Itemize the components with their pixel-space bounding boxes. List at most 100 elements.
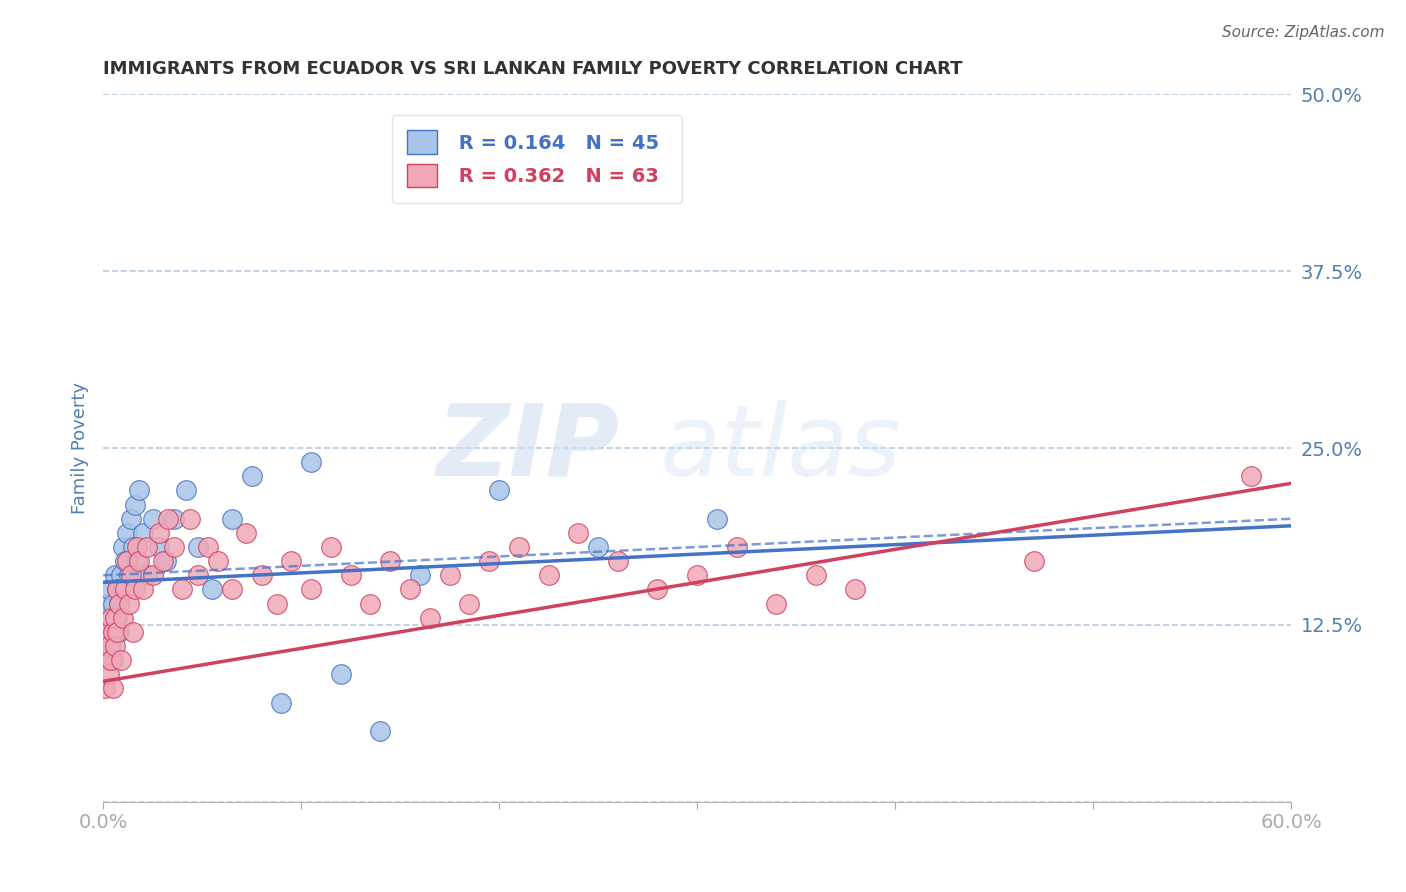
Point: [419, 611, 441, 625]
Point: [132, 582, 155, 597]
Point: [110, 653, 132, 667]
Point: [606, 554, 628, 568]
Point: [155, 554, 177, 568]
Point: [508, 540, 530, 554]
Point: [101, 597, 124, 611]
Point: [98, 639, 121, 653]
Point: [157, 512, 180, 526]
Point: [101, 653, 124, 667]
Point: [319, 540, 342, 554]
Point: [478, 554, 501, 568]
Point: [114, 582, 136, 597]
Point: [118, 568, 141, 582]
Point: [105, 624, 128, 639]
Point: [250, 568, 273, 582]
Point: [96, 653, 118, 667]
Point: [266, 597, 288, 611]
Point: [488, 483, 510, 498]
Point: [270, 696, 292, 710]
Point: [105, 582, 128, 597]
Point: [458, 597, 481, 611]
Point: [804, 568, 827, 582]
Point: [299, 582, 322, 597]
Point: [98, 667, 121, 681]
Point: [100, 639, 122, 653]
Point: [94, 611, 117, 625]
Point: [100, 653, 122, 667]
Point: [132, 525, 155, 540]
Point: [96, 624, 118, 639]
Point: [142, 512, 165, 526]
Point: [725, 540, 748, 554]
Point: [125, 554, 148, 568]
Point: [706, 512, 728, 526]
Point: [111, 582, 134, 597]
Point: [142, 568, 165, 582]
Point: [96, 653, 118, 667]
Point: [359, 597, 381, 611]
Point: [104, 611, 127, 625]
Point: [152, 554, 174, 568]
Point: [124, 582, 146, 597]
Text: IMMIGRANTS FROM ECUADOR VS SRI LANKAN FAMILY POVERTY CORRELATION CHART: IMMIGRANTS FROM ECUADOR VS SRI LANKAN FA…: [103, 60, 963, 78]
Point: [179, 512, 201, 526]
Point: [118, 597, 141, 611]
Point: [1240, 469, 1263, 483]
Point: [115, 554, 138, 568]
Point: [1022, 554, 1045, 568]
Point: [96, 597, 118, 611]
Point: [765, 597, 787, 611]
Point: [844, 582, 866, 597]
Point: [235, 525, 257, 540]
Point: [135, 568, 157, 582]
Point: [124, 498, 146, 512]
Point: [135, 540, 157, 554]
Point: [339, 568, 361, 582]
Point: [100, 611, 122, 625]
Point: [105, 611, 128, 625]
Point: [104, 639, 127, 653]
Point: [163, 540, 186, 554]
Point: [94, 681, 117, 696]
Point: [399, 582, 422, 597]
Point: [108, 597, 131, 611]
Point: [128, 483, 150, 498]
Point: [221, 582, 243, 597]
Point: [207, 554, 229, 568]
Point: [187, 540, 209, 554]
Point: [329, 667, 352, 681]
Point: [187, 568, 209, 582]
Point: [114, 554, 136, 568]
Point: [110, 568, 132, 582]
Point: [201, 582, 224, 597]
Point: [98, 582, 121, 597]
Point: [221, 512, 243, 526]
Point: [101, 624, 124, 639]
Point: [128, 554, 150, 568]
Point: [586, 540, 609, 554]
Y-axis label: Family Poverty: Family Poverty: [72, 382, 89, 514]
Point: [686, 568, 709, 582]
Point: [567, 525, 589, 540]
Point: [163, 512, 186, 526]
Point: [197, 540, 219, 554]
Point: [174, 483, 197, 498]
Point: [125, 540, 148, 554]
Point: [409, 568, 432, 582]
Point: [121, 624, 143, 639]
Point: [537, 568, 560, 582]
Point: [380, 554, 402, 568]
Point: [115, 525, 138, 540]
Text: ZIP: ZIP: [437, 400, 620, 497]
Point: [104, 568, 127, 582]
Point: [111, 611, 134, 625]
Point: [108, 624, 131, 639]
Point: [108, 597, 131, 611]
Point: [111, 540, 134, 554]
Point: [100, 611, 122, 625]
Point: [148, 525, 170, 540]
Point: [647, 582, 669, 597]
Point: [98, 624, 121, 639]
Text: atlas: atlas: [659, 400, 901, 497]
Point: [120, 568, 142, 582]
